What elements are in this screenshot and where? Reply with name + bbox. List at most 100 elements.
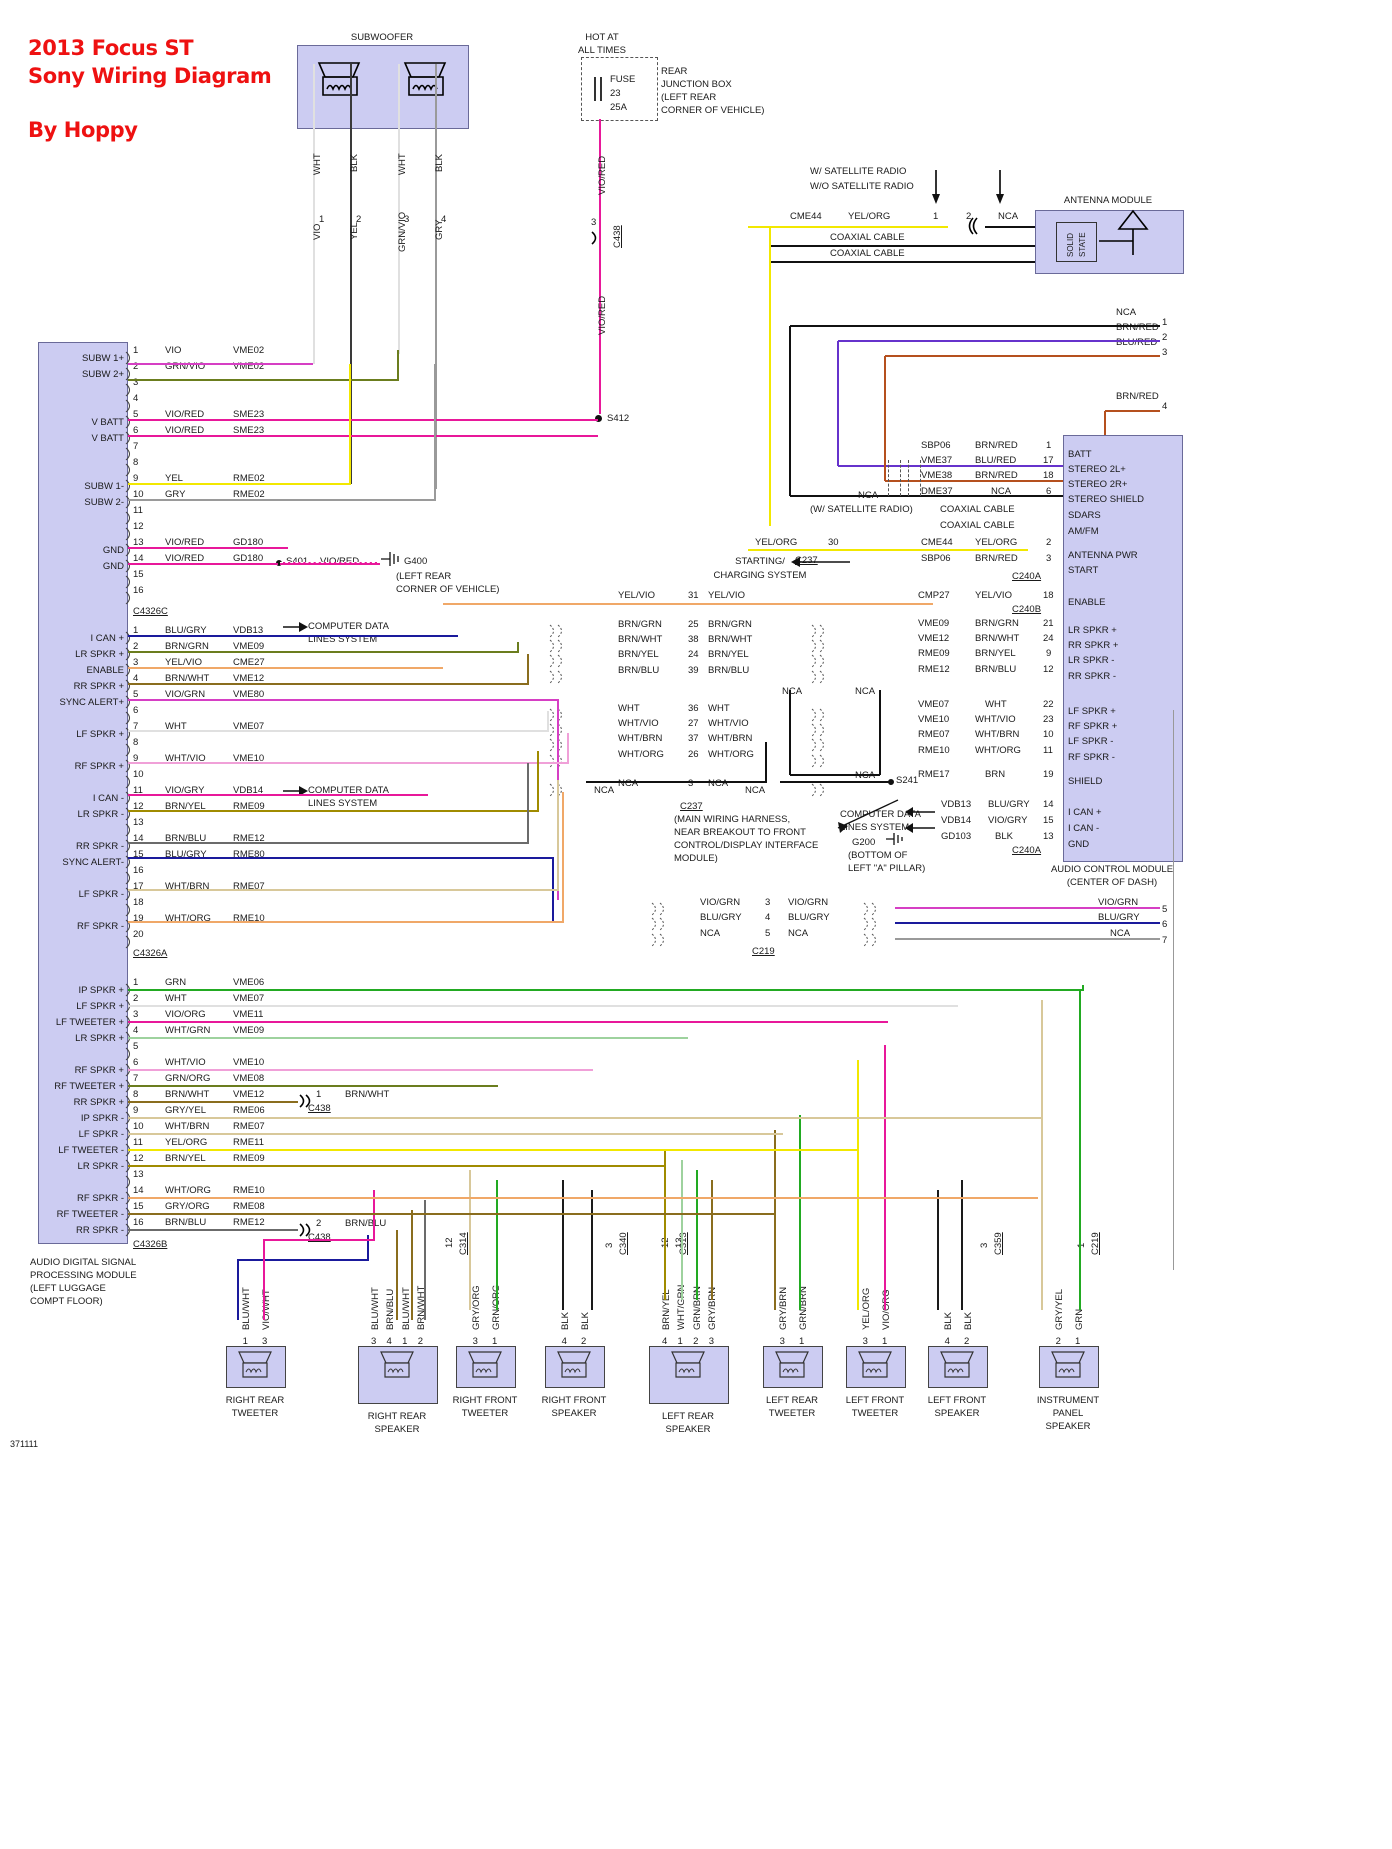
adsp-c4326a-hook-17 [125, 887, 131, 901]
acm-sig-circuit-3: RME09 [918, 648, 950, 659]
adsp-c4326c-pin-9: 9 [133, 473, 139, 484]
adsp-c4326b-pin-14: 14 [133, 1185, 144, 1196]
c438-bot-label: C438 [308, 1232, 331, 1243]
acm-fn-rf-spkr-plus: RF SPKR + [1068, 721, 1118, 732]
adsp-c4326a-pin-10: 10 [133, 769, 144, 780]
c237-pin-0: 25 [688, 619, 699, 630]
speaker-1-label-0: RIGHT REAR [367, 1411, 427, 1422]
adsp-c4326c-circuit-13: GD180 [233, 537, 264, 548]
adsp-c4326a-hook-8 [125, 743, 131, 757]
acm-fn-rr-spkr-plus: RR SPKR + [1068, 640, 1119, 651]
speaker-cone-5 [775, 1351, 809, 1378]
acm-sig-circuit-4: RME12 [918, 664, 950, 675]
acm-sig-wire-3: BRN/YEL [975, 648, 1016, 659]
adsp-c4326b-pin-13: 13 [133, 1169, 144, 1180]
connector-c4326c: C4326C [133, 606, 168, 617]
s401-wire-label: VIO/RED [320, 557, 359, 567]
acm-can-circuit-2: GD103 [941, 831, 972, 842]
g200-note-2: LEFT "A" PILLAR) [848, 863, 926, 874]
acm-power-circuit-3: DME37 [921, 486, 953, 497]
antenna-right-wire-4: BRN/RED [1116, 391, 1159, 402]
acm-sig-pin-6: 23 [1043, 714, 1054, 725]
acm-rs-wire-2: NCA [1110, 928, 1131, 939]
adsp-c4326b-fn-9: IP SPKR - [80, 1113, 124, 1124]
c237-note-2: NEAR BREAKOUT TO FRONT [674, 827, 806, 838]
antenna-pin-left: 1 [933, 211, 939, 222]
wire-acm-rs-0 [895, 907, 1160, 909]
c219-break-0 [651, 902, 664, 916]
c237-break-6 [549, 738, 562, 752]
speaker-4-pin-2: 2 [693, 1336, 699, 1347]
c219-pin-1: 4 [765, 912, 771, 923]
adsp-c4326a-wire-5: VIO/GRN [165, 689, 206, 700]
subwoofer-pin-3: 3 [404, 214, 410, 225]
adsp-c4326c-hook-13 [125, 543, 131, 557]
acm-power-wire-3: NCA [991, 486, 1012, 497]
adsp-cdl-b-1: COMPUTER DATA [308, 785, 389, 796]
c438-top-pin: 1 [316, 1089, 322, 1100]
speaker-8-label-1: PANEL [1052, 1408, 1084, 1419]
adsp-c4326b-circuit-8: VME12 [233, 1089, 265, 1100]
c219-wire-right-0: VIO/GRN [788, 897, 829, 908]
adsp-c4326c-pin-13: 13 [133, 537, 144, 548]
adsp-c4326b-pin-15: 15 [133, 1201, 144, 1212]
acm-sig-wire-5: WHT [985, 699, 1007, 710]
adsp-c4326c-circuit-10: RME02 [233, 489, 265, 500]
subwoofer-pin-4: 4 [441, 214, 447, 225]
adsp-name-3: (LEFT LUGGAGE [30, 1283, 106, 1294]
adsp-c4326c-circuit-2: VME02 [233, 361, 265, 372]
adsp-c4326b-wire-9: GRY/YEL [165, 1105, 207, 1116]
adsp-c4326b-fn-1: IP SPKR + [78, 985, 124, 996]
connector-c240b: C240B [1012, 604, 1042, 615]
wire-acm-rs-1 [895, 922, 1160, 924]
adsp-c4326c-pin-1: 1 [133, 345, 139, 356]
adsp-c4326a-pin-8: 8 [133, 737, 139, 748]
adsp-c4326c-hook-5 [125, 415, 131, 429]
acm-sig-wire-4: BRN/BLU [975, 664, 1017, 675]
adsp-c4326a-circuit-2: VME09 [233, 641, 265, 652]
adsp-c4326b-circuit-15: RME08 [233, 1201, 265, 1212]
c237-break-8 [549, 783, 562, 797]
acm-fn-start: START [1068, 565, 1099, 576]
c237-pin-4: 36 [688, 703, 699, 714]
acm-rs-pin-0: 5 [1162, 904, 1168, 915]
adsp-c4326a-pin-16: 16 [133, 865, 144, 876]
speaker-0-pin-1: 3 [262, 1336, 268, 1347]
adsp-c4326b-circuit-1: VME06 [233, 977, 265, 988]
c237-note-1: (MAIN WIRING HARNESS, [674, 814, 791, 825]
adsp-c4326b-fn-8: RR SPKR + [73, 1097, 124, 1108]
adsp-c4326a-hook-1 [125, 631, 131, 645]
subwoofer-pin-2: 2 [356, 214, 362, 225]
acm-sig-pin-8: 11 [1043, 745, 1053, 756]
adsp-c4326a-pin-19: 19 [133, 913, 144, 924]
c237-wire-left-0: BRN/GRN [618, 619, 662, 630]
acm-fn-lf-spkr-minus: LF SPKR - [1068, 736, 1114, 747]
c237-pin-5: 27 [688, 718, 699, 729]
acm-fn-stereo-2l: STEREO 2L+ [1068, 464, 1126, 475]
c237-break-4 [549, 708, 562, 722]
adsp-c4326b-wire-8: BRN/WHT [165, 1089, 210, 1100]
adsp-c4326a-pin-11: 11 [133, 785, 143, 796]
c237-nca-left: NCA [594, 785, 615, 796]
antenna-right-pin-2: 2 [1162, 332, 1168, 343]
adsp-c4326c-hook-1 [125, 351, 131, 365]
c237-wire-right-3: BRN/BLU [708, 665, 750, 676]
adsp-c4326c-pin-8: 8 [133, 457, 139, 468]
c237-wire-left-5: WHT/VIO [618, 718, 659, 729]
speaker-7-label-0: LEFT FRONT [927, 1395, 987, 1406]
c237-break-r-1 [811, 639, 824, 653]
adsp-c4326b-pin-1: 1 [133, 977, 139, 988]
starting-charging-2: CHARGING SYSTEM [713, 570, 807, 581]
acm-coax-2: COAXIAL CABLE [940, 520, 1015, 531]
c237-wire-left-3: BRN/BLU [618, 665, 660, 676]
antenna-right-pin-4: 4 [1162, 401, 1168, 412]
adsp-c4326b-wire-7: GRN/ORG [165, 1073, 211, 1084]
speaker-cone-8 [1051, 1351, 1085, 1378]
adsp-c4326b-circuit-6: VME10 [233, 1057, 265, 1068]
connector-c4326b: C4326B [133, 1239, 168, 1250]
adsp-c4326c-wire-2: GRN/VIO [165, 361, 206, 372]
adsp-c4326a-wire-11: VIO/GRY [165, 785, 205, 796]
adsp-c4326a-circuit-9: VME10 [233, 753, 265, 764]
adsp-c4326a-pin-6: 6 [133, 705, 139, 716]
adsp-c4326c-fn-14: GND [102, 561, 124, 572]
